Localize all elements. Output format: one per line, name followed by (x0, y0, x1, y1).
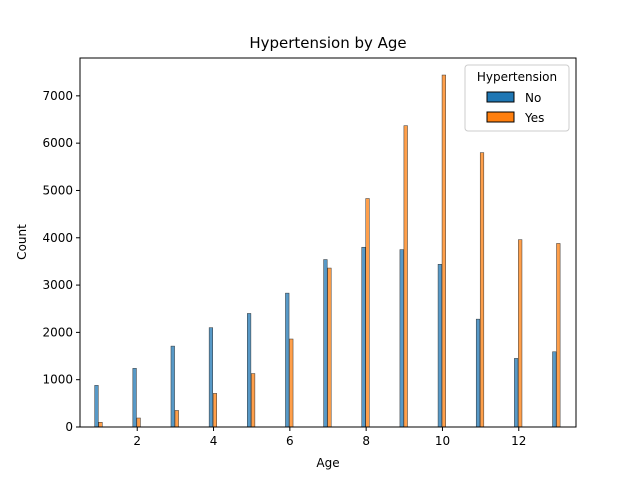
legend-label-no: No (525, 91, 541, 105)
chart-title: Hypertension by Age (249, 34, 406, 52)
bar-no-11 (475, 318, 481, 428)
bar-yes-9 (403, 125, 408, 428)
x-tick-label: 2 (133, 434, 141, 448)
bar-yes-6 (289, 338, 294, 428)
bar-yes-2 (136, 417, 141, 428)
bar-yes-1 (98, 422, 103, 428)
x-axis-ticks: 2 4 6 8 10 12 (133, 427, 526, 448)
bar-yes-5 (251, 373, 256, 428)
bar-no-7 (323, 259, 328, 428)
x-tick-label: 12 (511, 434, 526, 448)
y-tick-label: 0 (65, 420, 73, 434)
legend-swatch-no (486, 91, 515, 103)
bar-yes-3 (174, 410, 179, 428)
bar-yes-4 (212, 393, 217, 428)
bar-no-1 (94, 385, 99, 428)
y-tick-label: 3000 (42, 278, 73, 292)
bar-no-5 (247, 313, 252, 428)
bar-no-9 (399, 249, 404, 428)
x-tick-label: 8 (362, 434, 370, 448)
y-tick-label: 5000 (42, 183, 73, 197)
bar-yes-10 (441, 74, 446, 428)
y-tick-label: 4000 (42, 231, 73, 245)
x-axis-label: Age (316, 456, 339, 470)
bar-no-12 (514, 358, 519, 428)
bar-yes-12 (518, 239, 523, 428)
bar-yes-7 (327, 267, 332, 428)
legend: Hypertension No Yes (464, 64, 570, 132)
x-tick-label: 10 (435, 434, 450, 448)
y-tick-label: 6000 (42, 136, 73, 150)
plot-frame (79, 57, 577, 428)
x-tick-label: 6 (286, 434, 294, 448)
bar-no-3 (170, 345, 175, 428)
legend-title: Hypertension (477, 70, 557, 84)
y-axis-label: Count (15, 224, 29, 260)
y-tick-label: 7000 (42, 89, 73, 103)
bar-no-10 (437, 264, 442, 428)
legend-swatch-yes (486, 111, 515, 123)
bar-no-2 (132, 368, 137, 428)
legend-label-yes: Yes (524, 111, 544, 125)
y-axis-ticks: 0 1000 2000 3000 4000 5000 6000 7000 (42, 89, 80, 434)
bar-yes-11 (479, 152, 485, 428)
y-tick-label: 1000 (42, 373, 73, 387)
bar-yes-8 (365, 198, 370, 428)
x-tick-label: 4 (210, 434, 218, 448)
bar-yes-13 (556, 243, 561, 428)
bar-no-4 (208, 327, 213, 428)
bar-no-8 (361, 246, 366, 428)
bar-no-13 (552, 351, 557, 428)
bar-no-6 (285, 292, 290, 428)
y-tick-label: 2000 (42, 325, 73, 339)
